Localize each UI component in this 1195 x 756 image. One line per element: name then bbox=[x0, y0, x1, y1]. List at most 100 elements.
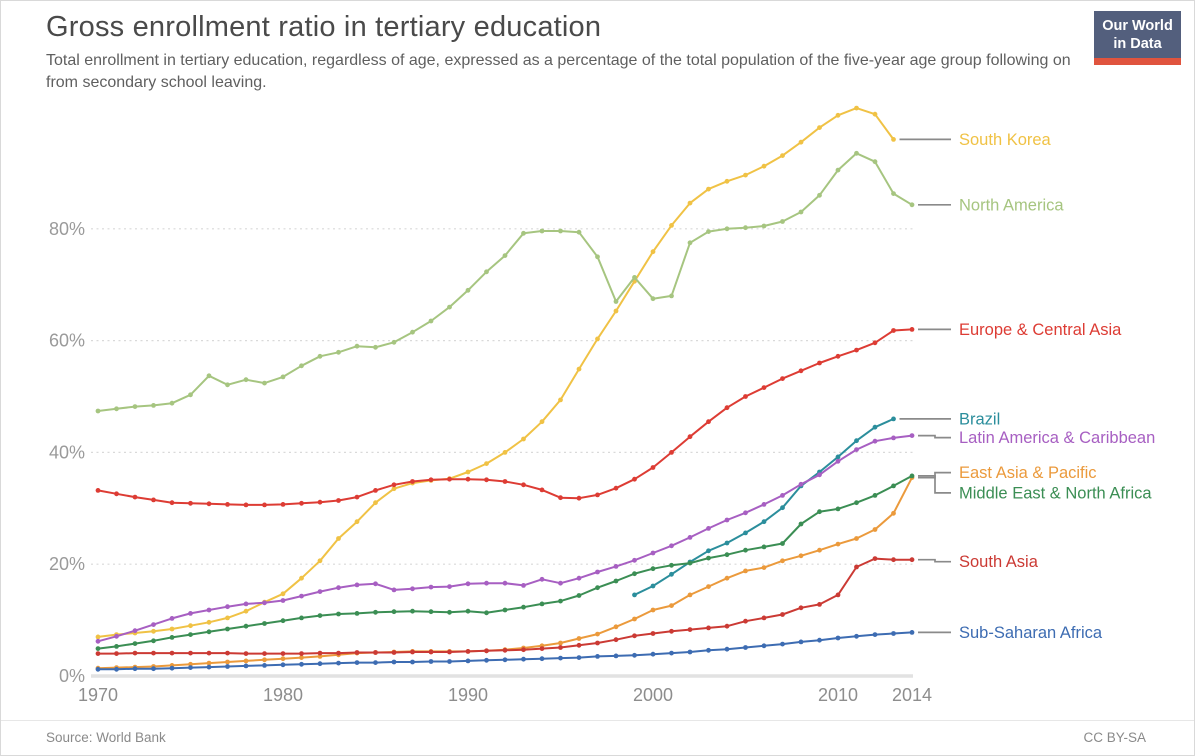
data-point bbox=[613, 564, 619, 569]
data-point bbox=[909, 433, 915, 438]
data-point bbox=[336, 611, 341, 617]
data-point bbox=[891, 557, 896, 563]
legend-label-north-america[interactable]: North America bbox=[959, 196, 1064, 214]
data-point bbox=[410, 659, 415, 665]
data-point bbox=[299, 615, 304, 621]
data-point bbox=[743, 225, 748, 231]
legend-label-brazil[interactable]: Brazil bbox=[959, 410, 1000, 428]
data-point bbox=[299, 655, 304, 660]
data-point bbox=[669, 543, 674, 549]
data-point bbox=[835, 592, 841, 598]
data-point bbox=[761, 565, 767, 570]
data-point bbox=[243, 651, 249, 656]
data-point bbox=[743, 394, 748, 399]
data-point bbox=[410, 649, 415, 655]
data-point bbox=[798, 639, 804, 645]
data-point bbox=[650, 550, 656, 556]
data-point bbox=[188, 611, 193, 616]
data-point bbox=[114, 491, 119, 497]
legend-label-south-korea[interactable]: South Korea bbox=[959, 131, 1052, 149]
data-point bbox=[576, 229, 582, 235]
data-point bbox=[724, 178, 730, 184]
x-tick-label: 2000 bbox=[633, 685, 673, 705]
legend-label-middle-east-north-africa[interactable]: Middle East & North Africa bbox=[959, 484, 1152, 502]
data-point bbox=[650, 249, 656, 255]
data-point bbox=[780, 493, 785, 498]
data-point bbox=[632, 592, 637, 598]
data-point bbox=[706, 419, 711, 425]
data-point bbox=[132, 628, 138, 634]
data-point bbox=[891, 510, 896, 516]
legend-label-europe-central-asia[interactable]: Europe & Central Asia bbox=[959, 321, 1122, 339]
license-note[interactable]: CC BY-SA bbox=[1083, 730, 1146, 745]
data-point bbox=[687, 434, 693, 440]
data-point bbox=[428, 477, 434, 483]
legend-connector-south-asia bbox=[918, 558, 951, 563]
data-point bbox=[835, 353, 841, 359]
data-point bbox=[706, 526, 711, 531]
data-point bbox=[872, 632, 878, 637]
data-point bbox=[632, 476, 637, 482]
data-point bbox=[909, 202, 915, 208]
data-point bbox=[188, 661, 193, 667]
data-point bbox=[650, 296, 656, 302]
data-point bbox=[724, 552, 730, 558]
data-point bbox=[151, 628, 156, 634]
series-north-america bbox=[95, 150, 915, 414]
data-point bbox=[132, 650, 138, 656]
data-point bbox=[687, 592, 693, 598]
data-point bbox=[484, 269, 489, 275]
data-point bbox=[798, 553, 804, 559]
data-point bbox=[558, 580, 563, 586]
data-point bbox=[706, 555, 711, 561]
data-point bbox=[539, 656, 545, 662]
data-point bbox=[558, 598, 563, 604]
data-point bbox=[872, 159, 878, 165]
legend-label-sub-saharan-africa[interactable]: Sub-Saharan Africa bbox=[959, 624, 1103, 642]
data-point bbox=[539, 576, 545, 582]
legend-label-latin-america-caribbean[interactable]: Latin America & Caribbean bbox=[959, 429, 1155, 447]
data-point bbox=[465, 469, 471, 475]
legend-label-south-asia[interactable]: South Asia bbox=[959, 553, 1039, 571]
x-axis-ticks: 1970 1980 1990 2000 2010 2014 bbox=[78, 685, 932, 705]
data-point bbox=[299, 593, 304, 599]
data-point bbox=[465, 649, 471, 654]
data-point bbox=[743, 645, 748, 650]
data-point bbox=[539, 487, 545, 493]
legend-label-east-asia-pacific[interactable]: East Asia & Pacific bbox=[959, 464, 1097, 482]
data-point bbox=[391, 587, 397, 593]
data-point bbox=[687, 649, 693, 655]
data-point bbox=[835, 541, 841, 547]
owid-logo[interactable]: Our World in Data bbox=[1094, 11, 1181, 66]
data-point bbox=[262, 663, 267, 668]
data-point bbox=[428, 649, 434, 655]
data-point bbox=[854, 347, 859, 353]
data-point bbox=[872, 493, 878, 498]
x-tick-label: 2014 bbox=[892, 685, 932, 705]
data-point bbox=[687, 627, 693, 632]
data-point bbox=[909, 630, 915, 635]
data-point bbox=[262, 651, 267, 656]
data-point bbox=[576, 366, 582, 372]
data-point bbox=[632, 652, 637, 658]
data-point bbox=[95, 488, 101, 493]
x-tick-label: 1980 bbox=[263, 685, 303, 705]
data-point bbox=[558, 655, 563, 661]
data-point bbox=[613, 485, 619, 491]
data-point bbox=[206, 373, 212, 379]
data-point bbox=[243, 502, 249, 508]
owid-logo-box: Our World in Data bbox=[1094, 11, 1181, 59]
data-point bbox=[225, 604, 230, 610]
data-point bbox=[817, 192, 822, 198]
data-point bbox=[854, 633, 859, 639]
data-point bbox=[280, 598, 286, 603]
data-point bbox=[780, 558, 785, 564]
data-point bbox=[817, 360, 822, 366]
data-point bbox=[206, 629, 212, 635]
data-point bbox=[428, 659, 434, 664]
data-point bbox=[188, 632, 193, 637]
data-point bbox=[835, 506, 841, 512]
data-point bbox=[595, 569, 600, 575]
data-point bbox=[280, 618, 286, 624]
